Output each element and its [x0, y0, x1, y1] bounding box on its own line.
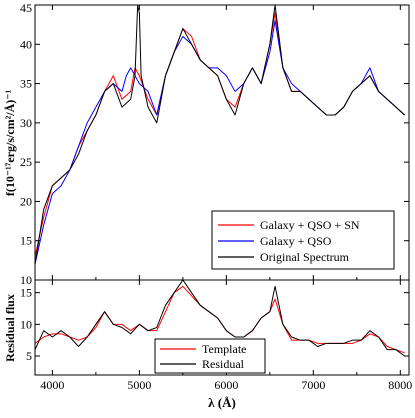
top-y-tick-label: 10 [20, 273, 32, 287]
top-series-group [35, 5, 405, 265]
bottom-y-tick-label: 15 [20, 286, 32, 300]
bottom-plot-frame [34, 279, 410, 376]
x-tick-label: 4000 [40, 378, 64, 392]
bottom-series-line-1 [35, 280, 405, 357]
x-tick-label: 6000 [214, 378, 238, 392]
top-y-axis-label: f(10⁻¹⁷erg/s/cm²/Å)⁻¹ [3, 89, 17, 196]
top-y-tick-label: 20 [20, 194, 32, 208]
top-y-tick-label: 25 [20, 155, 32, 169]
top-ticks: 10 15 20 25 30 35 40 45 [20, 1, 409, 287]
x-axis-label: λ (Å) [208, 395, 236, 410]
legend-label-galaxy-qso-sn: Galaxy + QSO + SN [260, 218, 360, 232]
top-legend: Galaxy + QSO + SN Galaxy + QSO Original … [211, 210, 395, 270]
legend-label-template: Template [202, 342, 246, 356]
x-tick-label: 7000 [301, 378, 325, 392]
x-tick-label: 5000 [127, 378, 151, 392]
bottom-legend-box [154, 338, 266, 374]
top-y-tick-label: 40 [20, 37, 32, 51]
top-series-line-2 [35, 5, 405, 265]
bottom-y-axis-label: Residual flux [3, 294, 17, 362]
bottom-ticks: 5 10 15 4000 5000 6000 7000 8000 [20, 280, 412, 392]
legend-label-galaxy-qso: Galaxy + QSO [260, 234, 332, 248]
bottom-y-tick-label: 5 [26, 349, 32, 363]
top-y-tick-label: 15 [20, 234, 32, 248]
top-y-tick-label: 30 [20, 116, 32, 130]
legend-label-original-spectrum: Original Spectrum [260, 250, 350, 264]
bottom-y-tick-label: 10 [20, 317, 32, 331]
bottom-series-group [35, 280, 405, 357]
x-tick-label: 8000 [388, 378, 412, 392]
bottom-legend: Template Residual [154, 338, 266, 374]
legend-label-residual: Residual [202, 357, 245, 371]
top-y-tick-label: 35 [20, 77, 32, 91]
top-legend-box [211, 210, 395, 270]
top-y-tick-label: 45 [20, 1, 32, 15]
